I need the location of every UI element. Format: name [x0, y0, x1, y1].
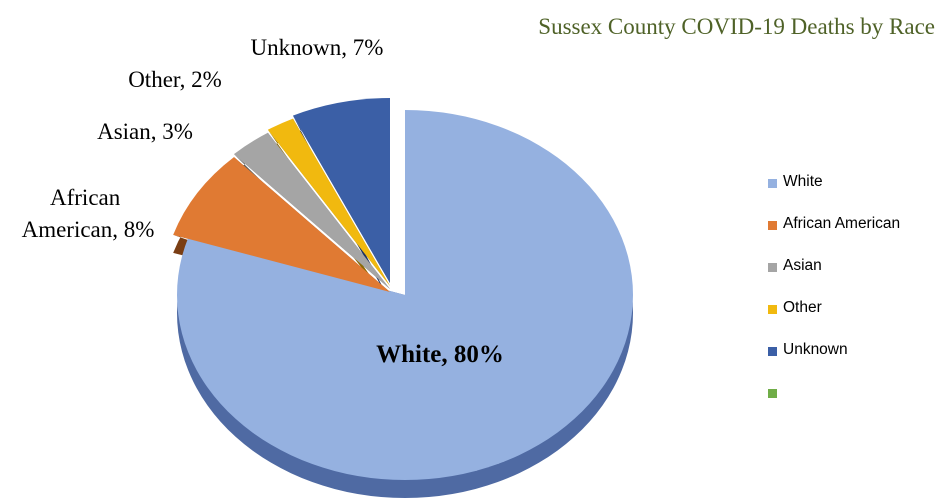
- pie-slice-other: [267, 118, 390, 286]
- legend-item-asian: Asian: [768, 257, 900, 299]
- legend-label: African American: [783, 215, 901, 232]
- slice-label-unknown: Unknown, 7%: [251, 35, 384, 60]
- legend-item-blank: [768, 383, 900, 425]
- legend-item-other: Other: [768, 299, 900, 341]
- pie-slice-white: [177, 110, 634, 480]
- legend-item-unknown: Unknown: [768, 341, 900, 383]
- slice-label-white: White, 80%: [376, 341, 504, 368]
- slice-label-african-american: African American, 8%: [22, 185, 155, 242]
- legend-swatch: [768, 305, 777, 314]
- slice-label-other: Other, 2%: [128, 67, 222, 92]
- pie-slice-asian: [233, 132, 390, 289]
- legend-swatch: [768, 389, 777, 398]
- legend-swatch: [768, 347, 777, 356]
- pie-slices-layer: [173, 98, 634, 480]
- legend-item-african-american: African American: [768, 215, 900, 257]
- legend-label: Other: [783, 299, 822, 316]
- legend-item-white: White: [768, 173, 900, 215]
- legend: White African American Asian Other Unkno…: [768, 173, 900, 425]
- slice-label-asian: Asian, 3%: [97, 119, 193, 144]
- legend-label: Unknown: [783, 341, 848, 358]
- legend-label: White: [783, 173, 823, 190]
- legend-swatch: [768, 221, 777, 230]
- legend-swatch: [768, 263, 777, 272]
- chart-title: Sussex County COVID-19 Deaths by Race: [538, 14, 935, 39]
- legend-label: Asian: [783, 257, 822, 274]
- pie-slice-unknown: [292, 98, 390, 283]
- legend-swatch: [768, 179, 777, 188]
- pie-labels-layer: White, 80% African American, 8% Asian, 3…: [22, 35, 504, 368]
- pie-slice-african-american: [173, 157, 390, 292]
